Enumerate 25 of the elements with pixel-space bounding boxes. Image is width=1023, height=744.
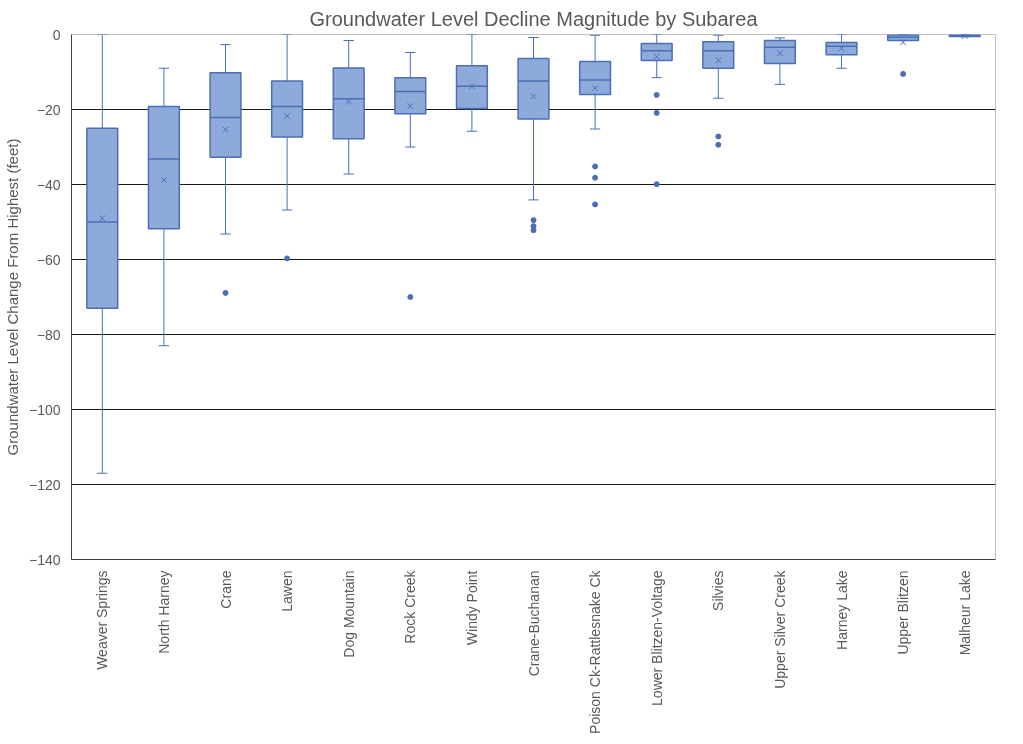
x-tick-label: Rock Creek xyxy=(402,569,419,644)
x-tick-label: Weaver Springs xyxy=(94,570,111,670)
x-tick-label: Upper Blitzen xyxy=(895,570,912,655)
x-tick-label: Crane-Buchanan xyxy=(525,570,542,677)
x-tick-label: Crane xyxy=(217,570,234,609)
x-tick-label: Lawen xyxy=(279,570,296,612)
x-tick-label: Lower Blitzen-Voltage xyxy=(648,570,665,706)
y-tick-label: −120 xyxy=(28,476,61,493)
y-tick-label: −140 xyxy=(28,551,61,568)
x-tick-label: Windy Point xyxy=(463,570,480,646)
x-tick-label: Harney Lake xyxy=(833,570,850,650)
y-tick-label: −100 xyxy=(28,401,61,418)
y-tick-label: 0 xyxy=(52,26,61,43)
chart-title: Groundwater Level Decline Magnitude by Subarea xyxy=(309,7,759,30)
x-tick-label: Silvies xyxy=(710,570,727,611)
y-tick-label: −40 xyxy=(36,176,61,193)
x-tick-label: Poison Ck-Rattlesnake Ck xyxy=(587,569,604,734)
y-axis-title: Groundwater Level Change From Highest (feet) xyxy=(3,138,21,456)
y-tick-label: −60 xyxy=(36,251,61,268)
x-tick-label: Malheur Lake xyxy=(956,570,973,656)
x-tick-label: Upper Silver Creek xyxy=(771,569,788,689)
y-tick-label: −80 xyxy=(36,326,61,343)
x-tick-label: North Harney xyxy=(155,570,172,654)
x-tick-label: Dog Mountain xyxy=(340,570,357,658)
y-tick-label: −20 xyxy=(36,101,61,118)
